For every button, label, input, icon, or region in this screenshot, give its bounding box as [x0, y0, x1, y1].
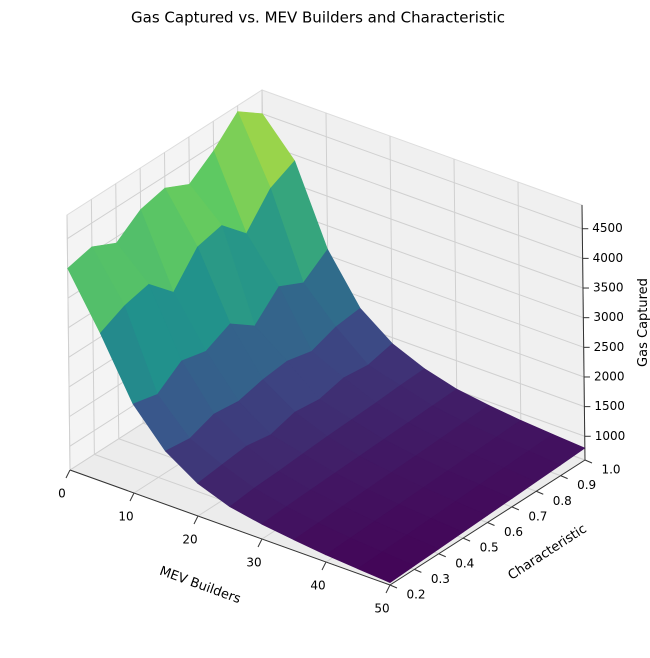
z-tick-label: 4500 [592, 221, 623, 235]
grid-line [453, 158, 458, 415]
x-tick-label: 20 [182, 533, 197, 547]
x-axis-line [69, 469, 391, 586]
z-tick-label: 2000 [594, 369, 625, 383]
tick-mark [193, 515, 199, 525]
y-axis-line [389, 459, 586, 586]
grid-line [262, 172, 584, 289]
tick-mark [129, 492, 135, 502]
tick-mark [487, 522, 495, 526]
x-tick-label: 0 [58, 487, 66, 501]
z-tick-label: 3000 [593, 310, 624, 324]
tick-mark [65, 469, 71, 479]
z-tick-label: 1500 [594, 399, 625, 413]
x-tick-label: 30 [246, 556, 261, 570]
y-tick-label: 0.6 [504, 525, 523, 539]
y-tick-label: 0.4 [455, 556, 474, 570]
grid-line [517, 181, 522, 438]
tick-mark [438, 553, 446, 558]
surface-patch [357, 551, 415, 583]
y-tick-label: 1.0 [601, 463, 620, 477]
chart-title: Gas Captured vs. MEV Builders and Charac… [131, 9, 505, 27]
z-axis-label: Gas Captured [636, 278, 650, 367]
grid-line [66, 214, 71, 471]
tick-mark [385, 584, 391, 594]
y-tick-label: 0.5 [480, 541, 499, 555]
z-tick-label: 3500 [593, 281, 624, 295]
grid-line [262, 142, 583, 259]
grid-line [262, 113, 583, 230]
tick-mark [462, 537, 471, 542]
y-tick-label: 0.2 [406, 588, 425, 602]
x-tick-label: 10 [118, 510, 133, 524]
x-axis-label: MEV Builders [157, 564, 242, 607]
tick-mark [511, 506, 520, 511]
z-tick-label: 2500 [594, 340, 625, 354]
z-tick-label: 1000 [595, 429, 626, 443]
tick-mark [389, 584, 398, 589]
y-tick-label: 0.3 [431, 572, 450, 586]
z-tick-label: 4000 [593, 251, 624, 265]
y-tick-label: 0.7 [528, 509, 547, 523]
z-axis-line [581, 204, 586, 461]
tick-mark [560, 475, 568, 480]
grid-line [90, 199, 95, 455]
tick-mark [536, 490, 544, 495]
x-tick-label: 50 [374, 602, 389, 616]
tick-mark [257, 538, 263, 548]
tick-mark [414, 568, 422, 573]
tick-mark [321, 561, 327, 571]
y-tick-label: 0.9 [577, 478, 596, 492]
tick-mark [584, 459, 593, 464]
x-tick-label: 40 [310, 579, 325, 593]
y-tick-label: 0.8 [553, 494, 572, 508]
